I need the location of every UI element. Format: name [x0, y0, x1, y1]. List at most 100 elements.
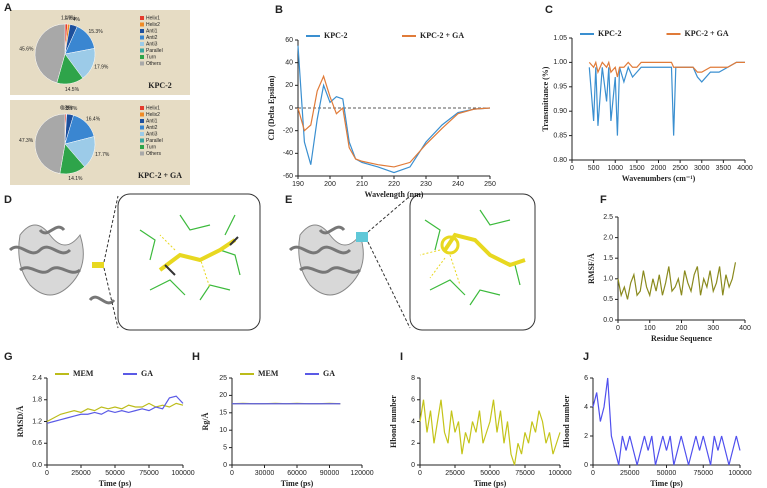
- data-line: [588, 61, 745, 136]
- x-tick-label: 60000: [287, 470, 307, 477]
- y-tick-label: 1.00: [553, 59, 567, 66]
- legend-swatch: [140, 112, 144, 117]
- y-tick-label: 0.0: [32, 462, 42, 469]
- x-tick-label: 0: [45, 470, 49, 477]
- x-tick-label: 500: [588, 165, 600, 172]
- x-tick-label: 1000: [607, 165, 623, 172]
- legend-swatch: [140, 125, 144, 130]
- y-tick-label: 10: [219, 427, 227, 434]
- data-line: [419, 399, 561, 466]
- y-tick-label: 25: [219, 375, 227, 382]
- pie-slice: [34, 113, 66, 174]
- x-axis-label: Time (ps): [650, 479, 683, 488]
- protein-image-e: E: [285, 193, 536, 331]
- x-tick-label: 250: [484, 181, 496, 188]
- x-axis-label: Wavelength (nm): [365, 190, 424, 199]
- y-tick-label: 2.0: [603, 234, 613, 241]
- x-tick-label: 90000: [320, 470, 340, 477]
- legend-swatch: [140, 145, 144, 149]
- y-tick-label: 1.8: [32, 397, 42, 404]
- slice-label: 45.6%: [19, 46, 34, 52]
- y-tick-label: 8: [411, 375, 415, 382]
- panel-letter: C: [545, 4, 553, 16]
- legend-label: Helix2: [146, 22, 160, 28]
- legend-label: Anti2: [146, 35, 158, 41]
- y-axis-label: Transmittance (%): [541, 66, 550, 131]
- legend-label: KPC-2 + GA: [685, 29, 729, 38]
- y-tick-label: 5: [223, 444, 227, 451]
- x-tick-label: 120000: [350, 470, 373, 477]
- y-tick-label: 4: [584, 404, 588, 411]
- x-tick-label: 230: [420, 181, 432, 188]
- legend-swatch: [140, 151, 144, 156]
- y-tick-label: 15: [219, 410, 227, 417]
- pie-label: KPC-2 + GA: [138, 171, 182, 180]
- x-axis-label: Time (ps): [99, 479, 132, 488]
- data-line: [617, 262, 737, 300]
- legend-swatch: [140, 22, 144, 27]
- y-tick-label: 1.2: [32, 418, 42, 425]
- y-tick-label: 0: [289, 105, 293, 112]
- data-line: [297, 45, 491, 174]
- legend-label: Helix1: [146, 15, 160, 21]
- legend-label: MEM: [73, 369, 94, 378]
- legend-label: MEM: [258, 369, 279, 378]
- y-tick-label: 0: [411, 462, 415, 469]
- x-tick-label: 200: [676, 325, 688, 332]
- data-line: [588, 60, 745, 78]
- x-tick-label: 75000: [515, 470, 535, 477]
- pie-panels: [10, 10, 190, 185]
- panel-letter: D: [4, 194, 12, 206]
- y-tick-label: 1.5: [603, 255, 613, 262]
- y-tick-label: 0.95: [553, 84, 567, 91]
- protein-image-d: D: [4, 193, 261, 331]
- slice-label: 4%: [73, 17, 81, 23]
- x-tick-label: 50000: [105, 470, 125, 477]
- x-tick-label: 400: [739, 325, 751, 332]
- legend-swatch: [140, 106, 144, 110]
- slice-label: 1.4%: [61, 15, 73, 21]
- x-tick-label: 210: [356, 181, 368, 188]
- y-tick-label: 1.0: [603, 276, 613, 283]
- y-tick-label: 20: [285, 82, 293, 89]
- x-tick-label: 200: [324, 181, 336, 188]
- x-tick-label: 1500: [629, 165, 645, 172]
- slice-label: 16.4%: [86, 116, 101, 122]
- y-axis-label: CD (Delta Epsilon): [267, 75, 276, 140]
- x-tick-label: 190: [292, 181, 304, 188]
- y-tick-label: 40: [285, 60, 293, 67]
- y-tick-label: 0: [584, 462, 588, 469]
- y-tick-label: 1.05: [553, 35, 567, 42]
- legend-label: Others: [146, 61, 162, 67]
- y-tick-label: 0.80: [553, 157, 567, 164]
- panel-letter: A: [4, 2, 12, 14]
- legend-label: Parallel: [146, 48, 163, 54]
- panel-letter: G: [4, 351, 13, 363]
- x-axis-label: Time (ps): [281, 479, 314, 488]
- panel-letter: I: [400, 351, 403, 363]
- legend-label: KPC-2: [324, 31, 348, 40]
- y-tick-label: 0.90: [553, 108, 567, 115]
- panel-letter: F: [600, 194, 607, 206]
- panel-letter: B: [275, 4, 283, 16]
- x-tick-label: 300: [707, 325, 719, 332]
- slice-label: 14.1%: [68, 176, 83, 182]
- legend-label: Anti2: [146, 125, 158, 131]
- y-tick-label: 2.4: [32, 375, 42, 382]
- x-tick-label: 0: [570, 165, 574, 172]
- y-axis-label: RMSD/Å: [16, 406, 25, 438]
- y-axis-label: RMSF/Å: [587, 253, 596, 284]
- legend-swatch: [140, 55, 144, 59]
- legend-label: Anti3: [146, 131, 158, 137]
- x-tick-label: 75000: [139, 470, 159, 477]
- y-tick-label: 2: [411, 440, 415, 447]
- x-tick-label: 0: [418, 470, 422, 477]
- pie-label: KPC-2: [148, 81, 172, 90]
- legend-label: Anti3: [146, 41, 158, 47]
- y-tick-label: 0.5: [603, 296, 613, 303]
- x-tick-label: 100000: [171, 470, 194, 477]
- legend-swatch: [140, 48, 144, 53]
- slice-label: 15.3%: [88, 29, 103, 35]
- x-tick-label: 100000: [548, 470, 571, 477]
- panel-letter: J: [583, 351, 589, 363]
